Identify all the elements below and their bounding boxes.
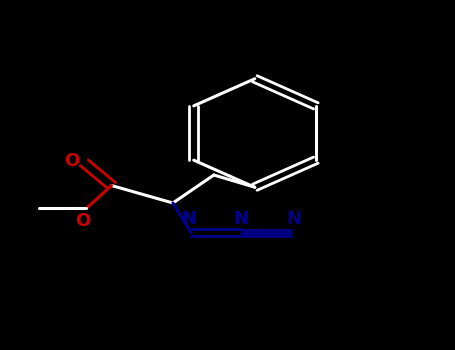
Text: O: O <box>75 211 91 230</box>
Text: N: N <box>234 210 248 229</box>
Text: N: N <box>182 210 196 229</box>
Text: N: N <box>286 210 301 229</box>
Text: O: O <box>64 152 79 170</box>
